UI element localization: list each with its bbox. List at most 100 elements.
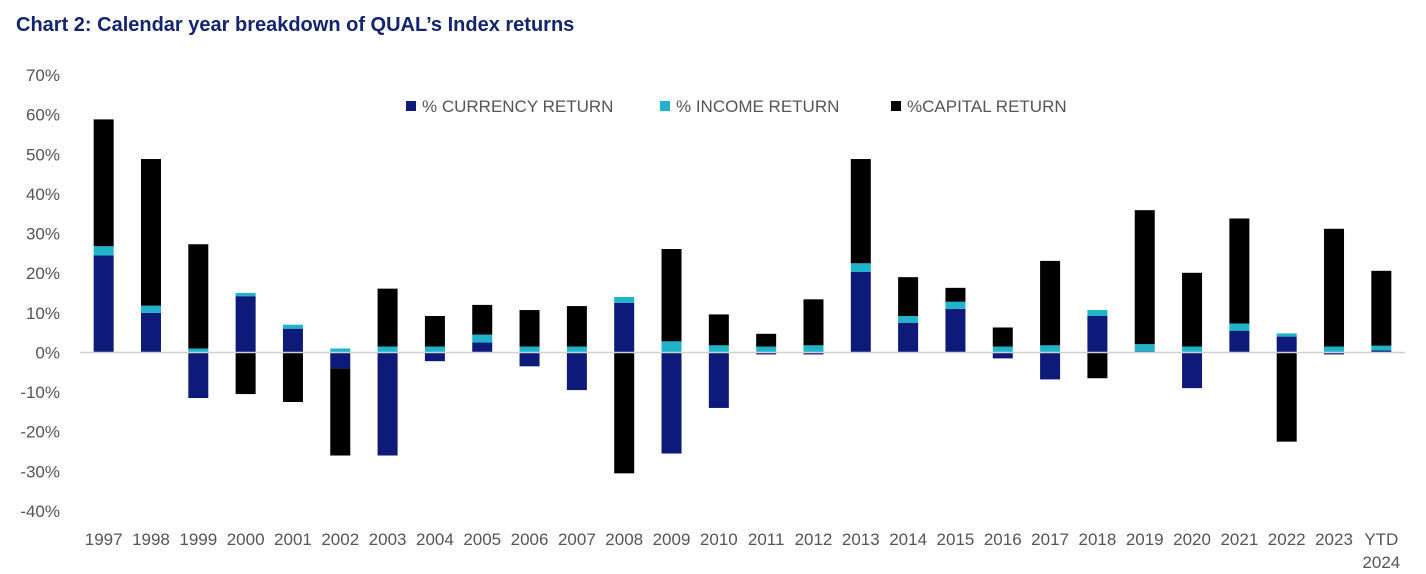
bar-capital-2009 xyxy=(661,249,682,342)
x-tick-label: 2018 xyxy=(1078,530,1116,549)
bar-capital-2010 xyxy=(708,314,729,346)
bar-income-2020 xyxy=(1182,346,1203,353)
bar-capital-2006 xyxy=(519,310,540,347)
y-tick-label: 20% xyxy=(26,264,60,283)
bar-currency-2002 xyxy=(330,352,351,369)
x-tick-label: 2016 xyxy=(984,530,1022,549)
bar-income-ytd-2024 xyxy=(1371,345,1392,351)
y-tick-label: 10% xyxy=(26,304,60,323)
x-tick-label: 2019 xyxy=(1126,530,1164,549)
bar-currency-2010 xyxy=(708,352,729,408)
bar-currency-2022 xyxy=(1276,336,1297,353)
bar-capital-2017 xyxy=(1040,260,1061,346)
bars xyxy=(93,119,1392,474)
bar-capital-2007 xyxy=(566,306,587,347)
bar-income-2005 xyxy=(472,334,493,343)
x-tick-label: 2004 xyxy=(416,530,454,549)
legend: % CURRENCY RETURN % INCOME RETURN %CAPITAL… xyxy=(406,97,1067,116)
bar-income-2000 xyxy=(235,293,256,297)
bar-capital-2000 xyxy=(235,352,256,395)
bar-currency-2008 xyxy=(614,302,635,353)
bar-currency-2006 xyxy=(519,352,540,367)
x-tick-label: 2013 xyxy=(842,530,880,549)
x-tick-label: 2001 xyxy=(274,530,312,549)
x-tick-label: 2000 xyxy=(227,530,265,549)
bar-income-1999 xyxy=(188,348,209,353)
bar-capital-2020 xyxy=(1182,272,1203,347)
bar-capital-2022 xyxy=(1276,352,1297,442)
legend-swatch xyxy=(406,101,416,111)
y-tick-label: -40% xyxy=(20,502,60,521)
bar-capital-2011 xyxy=(756,333,777,347)
x-tick-label: 2008 xyxy=(605,530,643,549)
bar-currency-2014 xyxy=(898,322,919,353)
bar-currency-2017 xyxy=(1040,352,1061,380)
bar-currency-2011 xyxy=(756,352,777,355)
bar-capital-2004 xyxy=(424,315,445,347)
bar-currency-1997 xyxy=(93,255,114,353)
bar-currency-2001 xyxy=(282,328,303,353)
y-tick-label: 70% xyxy=(26,66,60,85)
bar-capital-2021 xyxy=(1229,218,1250,324)
bar-income-2009 xyxy=(661,341,682,353)
bar-currency-2015 xyxy=(945,308,966,353)
x-tick-label: 2009 xyxy=(653,530,691,549)
bar-capital-1998 xyxy=(140,159,161,306)
bar-income-2015 xyxy=(945,301,966,309)
bar-currency-2003 xyxy=(377,352,398,456)
bar-capital-2012 xyxy=(803,299,824,346)
bar-capital-ytd-2024 xyxy=(1371,270,1392,346)
x-tick-label: 2014 xyxy=(889,530,927,549)
bar-income-2007 xyxy=(566,346,587,353)
legend-swatch xyxy=(660,101,670,111)
x-axis: 1997 1998 1999 2000 2001 2002 2003 2004 2005 2006… xyxy=(85,530,1401,572)
bar-capital-1999 xyxy=(188,244,209,349)
bar-currency-1998 xyxy=(140,312,161,353)
bar-income-2014 xyxy=(898,315,919,323)
x-tick-label: 2012 xyxy=(795,530,833,549)
legend-label: %CAPITAL RETURN xyxy=(907,97,1067,116)
bar-currency-ytd-2024 xyxy=(1371,350,1392,353)
bar-currency-2016 xyxy=(992,352,1013,359)
bar-currency-2009 xyxy=(661,352,682,454)
bar-income-2023 xyxy=(1324,346,1345,353)
x-tick-label: 2002 xyxy=(321,530,359,549)
bar-currency-2018 xyxy=(1087,315,1108,353)
bar-currency-2007 xyxy=(566,352,587,391)
legend-swatch xyxy=(891,101,901,111)
legend-label: % CURRENCY RETURN xyxy=(422,97,613,116)
bar-income-2013 xyxy=(850,263,871,272)
bar-currency-2005 xyxy=(472,342,493,353)
bar-income-1997 xyxy=(93,246,114,256)
y-tick-label: 60% xyxy=(26,106,60,125)
bar-capital-2018 xyxy=(1087,352,1108,379)
bar-currency-2000 xyxy=(235,296,256,353)
x-tick-label: 2017 xyxy=(1031,530,1069,549)
x-tick-label: 2022 xyxy=(1268,530,1306,549)
bar-income-2021 xyxy=(1229,323,1250,331)
bar-income-2016 xyxy=(992,346,1013,353)
bar-currency-2023 xyxy=(1324,352,1345,355)
bar-income-2012 xyxy=(803,345,824,353)
y-tick-label: 0% xyxy=(35,343,60,362)
bar-capital-2015 xyxy=(945,287,966,302)
bar-income-2003 xyxy=(377,346,398,353)
bar-income-2022 xyxy=(1276,333,1297,337)
x-tick-label: 2010 xyxy=(700,530,738,549)
bar-income-2004 xyxy=(424,346,445,353)
y-tick-label: -20% xyxy=(20,423,60,442)
bar-currency-2004 xyxy=(424,352,445,362)
bar-income-2006 xyxy=(519,346,540,353)
bar-capital-2019 xyxy=(1134,210,1155,345)
x-tick-label: 2006 xyxy=(511,530,549,549)
bar-currency-1999 xyxy=(188,352,209,399)
bar-income-1998 xyxy=(140,305,161,313)
x-tick-label: 2023 xyxy=(1315,530,1353,549)
bar-income-2010 xyxy=(708,345,729,353)
bar-capital-2016 xyxy=(992,327,1013,347)
y-tick-label: 50% xyxy=(26,145,60,164)
bar-income-2019 xyxy=(1134,344,1155,352)
x-tick-label: 2011 xyxy=(748,530,785,549)
x-tick-label: 2005 xyxy=(463,530,501,549)
